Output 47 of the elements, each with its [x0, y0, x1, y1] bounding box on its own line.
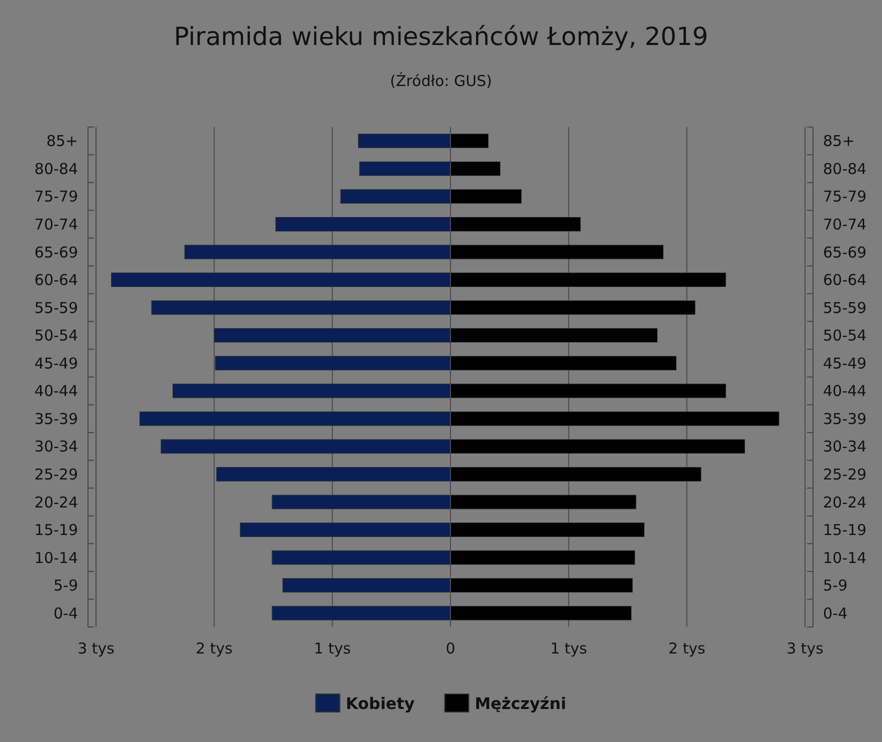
x-tick-label: 2 tys [668, 640, 706, 658]
category-label: 25-29 [823, 465, 867, 484]
category-label: 55-59 [823, 298, 867, 317]
y-tick-label: 10-14 [34, 548, 78, 567]
category-label: 5-9 [823, 576, 848, 595]
y-tick-label: 40-44 [34, 382, 78, 400]
chart-title: Piramida wieku mieszkańców Łomży, 2019 [174, 22, 708, 51]
y-tick-label: 65-69 [34, 243, 78, 262]
y-tick-label: 35-39 [34, 410, 78, 428]
category-label: 60-64 [823, 271, 867, 290]
legend-label: Mężczyźni [474, 694, 566, 713]
y-tick-label: 15-19 [34, 521, 78, 540]
y-tick-label: 60-64 [34, 271, 78, 290]
category-label: 45-49 [823, 354, 867, 372]
x-tick-label: 2 tys [196, 640, 233, 658]
category-label: 75-79 [823, 188, 867, 206]
y-tick-label: 0-4 [54, 604, 78, 622]
y-tick-label: 30-34 [34, 438, 78, 456]
category-label: 50-54 [823, 326, 867, 345]
category-label: 15-19 [823, 521, 867, 540]
y-tick-label: 55-59 [34, 298, 78, 317]
category-label: 0-4 [823, 604, 848, 622]
y-tick-label: 25-29 [34, 465, 78, 484]
category-label: 30-34 [823, 438, 867, 456]
category-label: 80-84 [823, 160, 867, 178]
y-tick-label: 80-84 [34, 160, 78, 178]
y-tick-label: 75-79 [34, 188, 78, 206]
y-tick-label: 5-9 [54, 576, 78, 595]
legend-label: Kobiety [346, 694, 416, 713]
y-tick-label: 20-24 [34, 493, 78, 512]
chart-subtitle: (Źródło: GUS) [390, 72, 492, 90]
y-tick-label: 45-49 [34, 354, 78, 372]
y-tick-label: 85+ [46, 132, 78, 150]
category-label: 35-39 [823, 410, 867, 428]
x-tick-label: 1 tys [314, 640, 351, 658]
x-tick-label: 1 tys [550, 640, 588, 658]
category-label: 85+ [823, 132, 855, 150]
category-label: 70-74 [823, 215, 867, 234]
y-tick-label: 50-54 [34, 326, 78, 345]
category-label: 20-24 [823, 493, 867, 512]
x-tick-label: 3 tys [78, 640, 115, 658]
category-label: 65-69 [823, 243, 867, 262]
x-tick-label: 0 [446, 640, 456, 658]
y-tick-label: 70-74 [34, 215, 78, 234]
category-label: 40-44 [823, 382, 867, 400]
x-tick-label: 3 tys [786, 640, 824, 658]
category-label: 10-14 [823, 548, 867, 567]
